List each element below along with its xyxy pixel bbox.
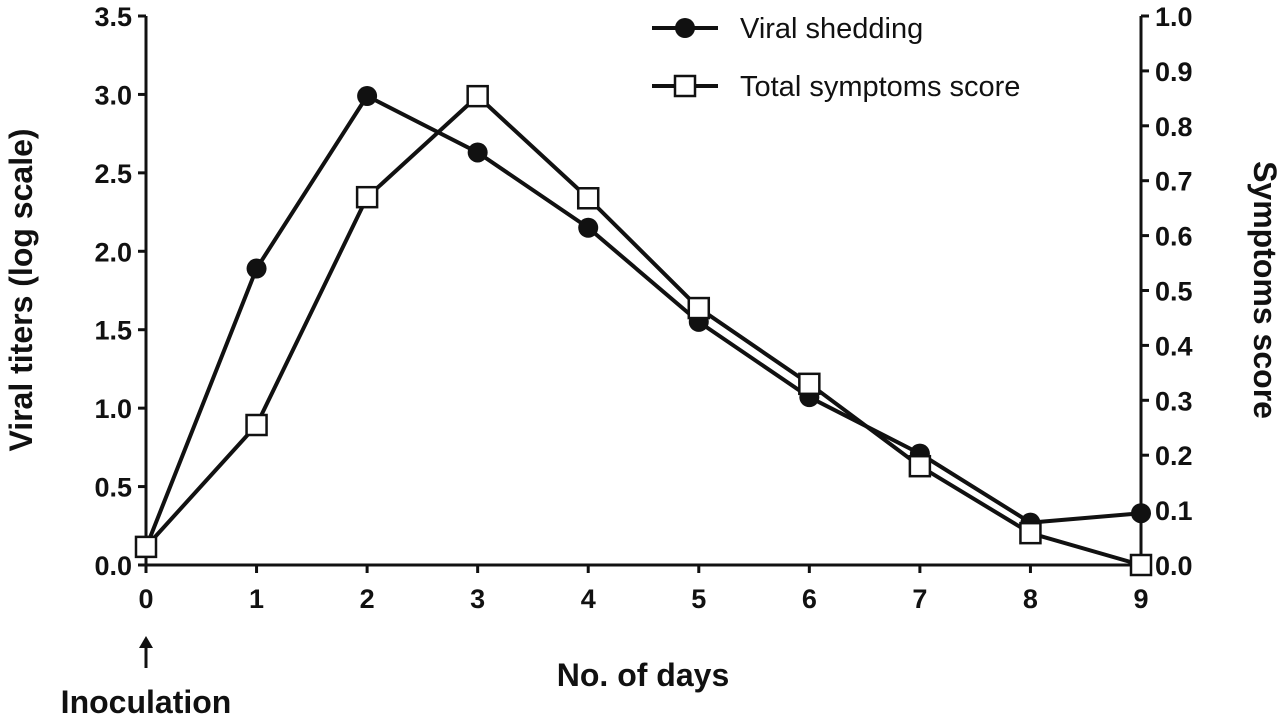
y-right-tick-label: 0.0 [1155, 551, 1193, 581]
y-left-tick-label: 3.0 [94, 80, 132, 110]
y-right-tick-label: 0.5 [1155, 277, 1193, 307]
y-right-tick-label: 0.3 [1155, 386, 1193, 416]
point-viral-shedding [357, 85, 378, 106]
legend-marker-viral [675, 18, 695, 38]
y-right-tick-label: 0.7 [1155, 167, 1193, 197]
y-axis-right-label: Symptoms score [1247, 161, 1280, 419]
x-tick-label: 3 [470, 584, 485, 614]
y-right-tick-label: 0.1 [1155, 496, 1193, 526]
y-right-tick-label: 1.0 [1155, 2, 1193, 32]
legend: Viral shedding Total symptoms score [652, 13, 1020, 103]
x-axis-label: No. of days [557, 657, 729, 693]
y-left-tick-label: 1.5 [94, 316, 132, 346]
y-left-tick-label: 3.5 [94, 2, 132, 32]
legend-marker-symptoms [673, 74, 697, 98]
point-viral-shedding [246, 258, 267, 279]
y-left-tick-label: 1.0 [94, 394, 132, 424]
point-symptoms-score [1019, 521, 1042, 545]
data-points [134, 84, 1153, 577]
x-tick-label: 4 [581, 584, 596, 614]
point-symptoms-score [1129, 553, 1153, 577]
legend-label-viral: Viral shedding [740, 13, 923, 45]
point-symptoms-score [687, 296, 711, 320]
x-tick-label: 7 [912, 584, 927, 614]
x-tick-label: 5 [691, 584, 706, 614]
series-line-viral-shedding [144, 93, 1142, 549]
y-left-tick-label: 2.0 [94, 237, 132, 267]
y-right-tick-label: 0.6 [1155, 222, 1193, 252]
legend-label-symptoms: Total symptoms score [740, 71, 1020, 103]
x-tick-label: 8 [1023, 584, 1038, 614]
x-tick-label: 2 [360, 584, 375, 614]
series-lines [144, 93, 1142, 567]
y-left-tick-label: 0.5 [94, 473, 132, 503]
point-viral-shedding [467, 142, 488, 163]
point-symptoms-score [908, 454, 932, 478]
y-axis-left-label: Viral titers (log scale) [3, 128, 39, 451]
x-tick-label: 1 [249, 584, 264, 614]
x-tick-label: 0 [138, 584, 153, 614]
x-tick-label: 9 [1133, 584, 1148, 614]
y-right-tick-label: 0.9 [1155, 57, 1193, 87]
y-right-tick-label: 0.8 [1155, 112, 1193, 142]
y-right-tick-label: 0.2 [1155, 441, 1193, 471]
y-left-tick-label: 2.5 [94, 159, 132, 189]
point-symptoms-score [576, 187, 600, 210]
point-symptoms-score [245, 413, 268, 437]
series-line-symptoms-score [144, 94, 1142, 567]
point-viral-shedding [578, 217, 599, 238]
inoculation-arrow-icon [139, 636, 153, 668]
point-symptoms-score [355, 185, 379, 209]
point-viral-shedding [1131, 503, 1151, 524]
point-symptoms-score [798, 372, 821, 396]
point-symptoms-score [466, 84, 489, 108]
point-symptoms-score [134, 535, 158, 559]
axes: 0.0 0.5 1.0 1.5 2.0 2.5 3.0 3.5 0.0 0.1 0.2 0.3 0.4 0… [94, 2, 1192, 614]
y-right-tick-label: 0.4 [1155, 331, 1193, 361]
y-left-tick-label: 0.0 [94, 551, 132, 581]
inoculation-label: Inoculation [61, 684, 232, 718]
x-tick-label: 6 [802, 584, 817, 614]
